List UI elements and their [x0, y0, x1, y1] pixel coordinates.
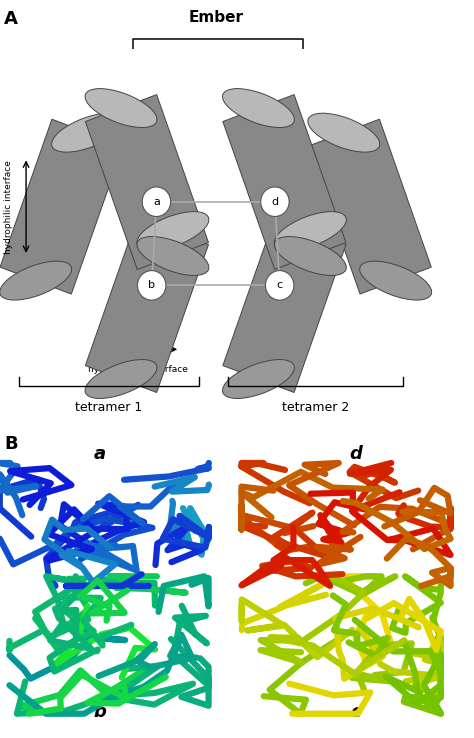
Text: B: B	[5, 435, 18, 453]
Text: hydrophilic interface: hydrophilic interface	[4, 159, 13, 254]
Ellipse shape	[0, 261, 72, 300]
Circle shape	[261, 187, 289, 216]
Polygon shape	[223, 94, 346, 269]
Circle shape	[265, 271, 294, 300]
Circle shape	[137, 271, 166, 300]
Ellipse shape	[222, 89, 294, 128]
Ellipse shape	[137, 212, 209, 250]
Text: tetramer 1: tetramer 1	[75, 401, 143, 414]
Text: b: b	[148, 280, 155, 290]
Text: a: a	[153, 197, 160, 207]
Text: tetramer 2: tetramer 2	[282, 401, 349, 414]
Polygon shape	[85, 94, 209, 269]
Text: c: c	[277, 280, 283, 290]
Text: b: b	[93, 703, 106, 721]
Text: hydrophobic interface: hydrophobic interface	[88, 365, 187, 373]
Ellipse shape	[137, 237, 209, 275]
Polygon shape	[0, 120, 123, 294]
Ellipse shape	[308, 113, 380, 152]
Ellipse shape	[274, 212, 346, 250]
Text: a: a	[93, 445, 106, 463]
Ellipse shape	[85, 89, 157, 128]
Text: c: c	[350, 703, 361, 721]
Text: Ember: Ember	[188, 10, 243, 24]
Ellipse shape	[52, 113, 124, 152]
Ellipse shape	[274, 237, 346, 275]
Text: d: d	[271, 197, 279, 207]
Ellipse shape	[360, 261, 432, 300]
Text: d: d	[349, 445, 362, 463]
Polygon shape	[308, 120, 431, 294]
Ellipse shape	[222, 359, 294, 399]
Polygon shape	[223, 218, 346, 393]
Text: A: A	[4, 10, 18, 28]
Polygon shape	[85, 218, 209, 393]
Ellipse shape	[85, 359, 157, 399]
Circle shape	[142, 187, 171, 216]
